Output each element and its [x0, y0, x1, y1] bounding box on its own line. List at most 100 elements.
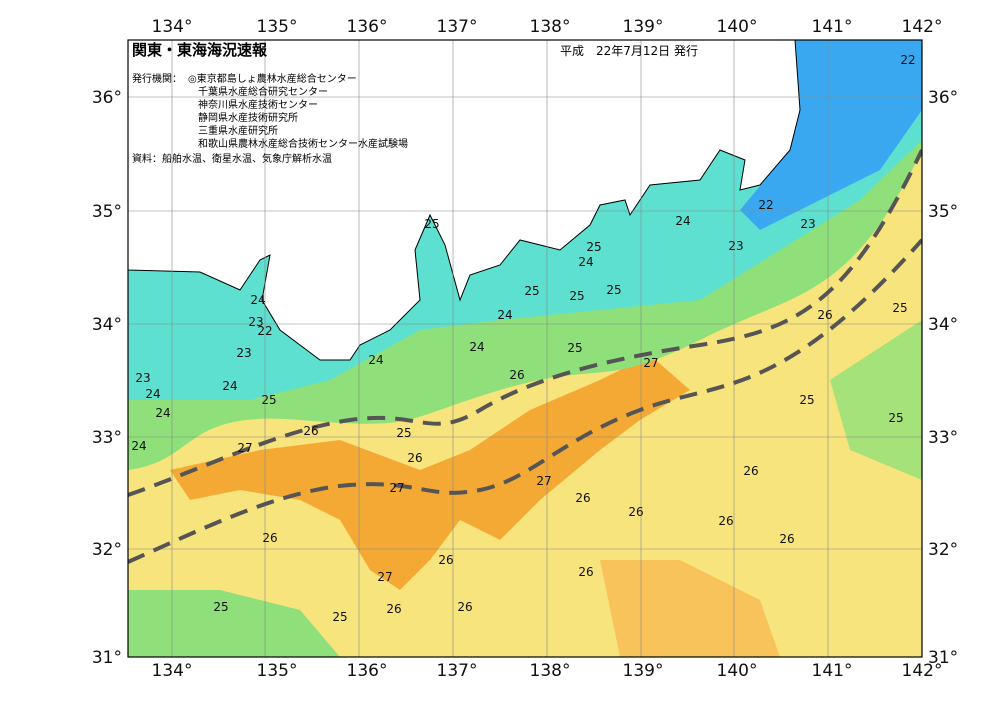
longitude-label: 139° — [623, 17, 664, 37]
longitude-label: 135° — [257, 17, 298, 37]
sea-temperature-field — [128, 40, 922, 657]
publisher: 静岡県水産技術研究所 — [198, 111, 298, 124]
publisher-list: ◎東京都島しょ農林水産総合センター千葉県水産総合研究センター神奈川県水産技術セン… — [188, 72, 408, 150]
publisher: 千葉県水産総合研究センター — [198, 85, 328, 98]
contour-label: 23 — [236, 346, 251, 360]
contour-label: 25 — [606, 283, 621, 297]
contour-label: 25 — [396, 426, 411, 440]
publisher: ◎東京都島しょ農林水産総合センター — [188, 72, 357, 85]
latitude-label: 33° — [92, 428, 122, 448]
contour-label: 22 — [900, 53, 915, 67]
longitude-label: 141° — [812, 661, 853, 681]
latitude-label: 36° — [92, 88, 122, 108]
contour-label: 26 — [303, 424, 318, 438]
contour-label: 24 — [250, 293, 265, 307]
longitude-label: 140° — [717, 17, 758, 37]
latitude-label: 31° — [92, 648, 122, 668]
contour-label: 23 — [135, 371, 150, 385]
contour-label: 25 — [213, 600, 228, 614]
contour-label: 24 — [131, 439, 146, 453]
contour-label: 23 — [248, 315, 263, 329]
latitude-label: 31° — [928, 648, 958, 668]
publisher: 神奈川県水産技術センター — [198, 98, 318, 111]
contour-label: 26 — [743, 464, 758, 478]
contour-label: 25 — [586, 240, 601, 254]
contour-label: 24 — [675, 214, 690, 228]
contour-label: 24 — [578, 255, 593, 269]
contour-label: 25 — [524, 284, 539, 298]
contour-label: 23 — [800, 217, 815, 231]
axes: 134° 134° 135° 135° 136° 136° 137° 137° 138° 138°… — [92, 17, 958, 681]
longitude-label: 134° — [152, 17, 193, 37]
contour-label: 27 — [377, 570, 392, 584]
grid — [128, 40, 922, 657]
longitude-label: 138° — [530, 17, 571, 37]
contour-label: 24 — [222, 379, 237, 393]
date: 平成 22年7月12日 発行 — [560, 44, 698, 58]
green-water — [128, 590, 340, 657]
contour-label: 22 — [257, 324, 272, 338]
longitude-label: 139° — [623, 661, 664, 681]
source: 資料：船舶水温、衛星水温、気象庁解析水温 — [132, 152, 332, 165]
contour-label: 25 — [424, 217, 439, 231]
contour-label: 25 — [332, 610, 347, 624]
contour-label: 24 — [469, 340, 484, 354]
longitude-label: 142° — [902, 661, 943, 681]
contour-label: 25 — [799, 393, 814, 407]
contour-label: 26 — [386, 602, 401, 616]
longitude-label: 137° — [437, 661, 478, 681]
latitude-label: 35° — [92, 202, 122, 222]
contour-label: 27 — [237, 441, 252, 455]
hot-water — [170, 355, 690, 590]
longitude-label: 142° — [902, 17, 943, 37]
contour-label: 25 — [892, 301, 907, 315]
longitude-label: 136° — [347, 661, 388, 681]
latitude-label: 34° — [928, 315, 958, 335]
contour-label: 24 — [145, 387, 160, 401]
contour-label: 26 — [509, 368, 524, 382]
longitude-label: 138° — [530, 661, 571, 681]
contour-label: 23 — [728, 239, 743, 253]
land — [128, 40, 801, 361]
latitude-label: 35° — [928, 202, 958, 222]
contour-label: 25 — [888, 411, 903, 425]
warm-patch — [600, 560, 780, 657]
contour-label: 26 — [817, 308, 832, 322]
contour-label: 26 — [718, 514, 733, 528]
contour-label: 24 — [497, 308, 512, 322]
contour-label: 26 — [575, 491, 590, 505]
kuroshio-edge — [128, 238, 922, 564]
kuroshio-edge — [128, 149, 922, 497]
latitude-label: 32° — [928, 540, 958, 560]
latitude-label: 34° — [92, 315, 122, 335]
latitude-label: 36° — [928, 88, 958, 108]
contour-label: 22 — [758, 198, 773, 212]
contour-label: 26 — [779, 532, 794, 546]
contour-label: 27 — [389, 481, 404, 495]
cold-water — [740, 40, 922, 230]
longitude-label: 136° — [347, 17, 388, 37]
contour-label: 24 — [368, 353, 383, 367]
contour-label: 26 — [578, 565, 593, 579]
grid-lines — [128, 40, 922, 657]
longitude-label: 141° — [812, 17, 853, 37]
green-water — [830, 320, 922, 480]
longitude-label: 134° — [152, 661, 193, 681]
longitude-label: 137° — [437, 17, 478, 37]
contour-label: 27 — [643, 356, 658, 370]
publisher-label: 発行機関： — [132, 72, 182, 85]
contour-label: 27 — [536, 474, 551, 488]
publisher: 和歌山県農林水産総合技術センター水産試験場 — [198, 137, 408, 150]
latitude-label: 33° — [928, 428, 958, 448]
contour-label: 25 — [569, 289, 584, 303]
contour-label: 26 — [438, 553, 453, 567]
title: 関東・東海海況速報 — [132, 41, 268, 59]
longitude-label: 140° — [717, 661, 758, 681]
contour-label: 26 — [407, 451, 422, 465]
contour-label: 25 — [261, 393, 276, 407]
contour-label: 26 — [628, 505, 643, 519]
frame — [127, 39, 923, 658]
contour-label: 24 — [155, 406, 170, 420]
